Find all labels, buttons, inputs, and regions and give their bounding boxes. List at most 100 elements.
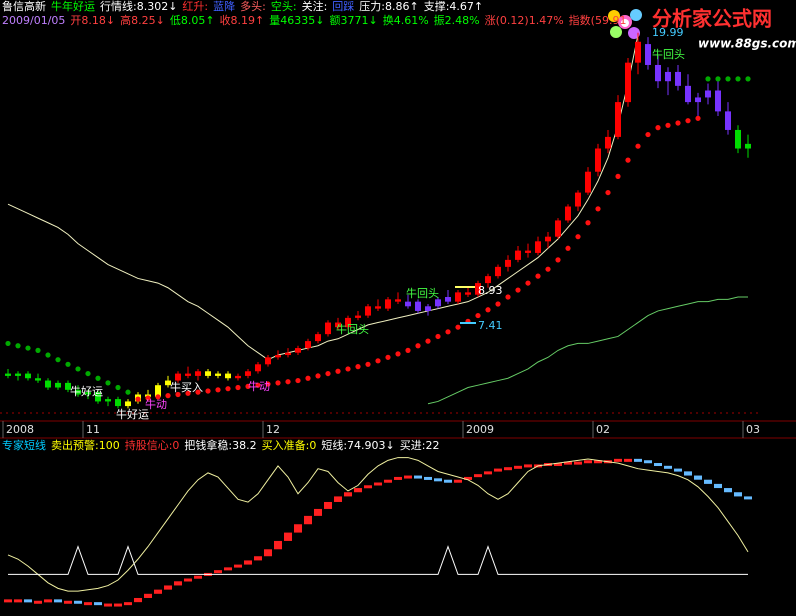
- step-bar: [54, 599, 62, 603]
- dot: [675, 120, 681, 126]
- header-item: 换4.61%: [382, 14, 429, 27]
- candle-body: [295, 348, 301, 353]
- step-bar: [514, 465, 522, 469]
- step-bar: [164, 585, 172, 590]
- dot: [455, 324, 461, 330]
- candle-body: [385, 299, 391, 309]
- candle-body: [555, 220, 561, 237]
- dot: [365, 361, 371, 367]
- candle-body: [65, 382, 71, 390]
- candle-body: [505, 259, 511, 267]
- step-bar: [264, 549, 272, 557]
- step-bar: [394, 476, 402, 480]
- dot: [595, 206, 601, 212]
- candle-body: [625, 62, 631, 103]
- annotation: 牛动: [145, 397, 167, 411]
- step-bar: [654, 463, 662, 467]
- candle-body: [525, 250, 531, 253]
- candle-body: [175, 373, 181, 381]
- candle-body: [185, 373, 191, 376]
- header-item: 压力:8.86↑: [359, 0, 419, 13]
- x-tick-label: 02: [596, 423, 610, 436]
- x-tick-label: 2009: [466, 423, 494, 436]
- lower-label: 把钱拿稳:38.2: [184, 439, 257, 452]
- step-bar: [294, 524, 302, 533]
- candle-body: [265, 357, 271, 365]
- x-tick-label: 12: [266, 423, 280, 436]
- candle-body: [165, 380, 171, 386]
- candle-body: [455, 292, 461, 302]
- step-bar: [244, 560, 252, 565]
- candle-body: [615, 102, 621, 137]
- dot: [705, 76, 711, 82]
- candle-body: [155, 385, 161, 397]
- logo-title: 分析家公式网: [652, 7, 772, 31]
- step-bar: [584, 460, 592, 464]
- dot: [745, 76, 751, 82]
- candle-body: [665, 71, 671, 82]
- header-item: 指数(59.91: [568, 14, 627, 27]
- candle-body: [275, 355, 281, 358]
- dot: [505, 294, 511, 300]
- annotation: 8.93: [478, 284, 503, 297]
- header-item: 涨(0.12)1.47%: [484, 14, 564, 27]
- dot: [495, 301, 501, 307]
- step-bar: [14, 599, 22, 603]
- logo-petal: [610, 26, 622, 38]
- header-item: 支撑:4.67↑: [423, 0, 484, 13]
- step-bar: [644, 460, 652, 464]
- annotation: 牛动: [248, 379, 270, 393]
- step-bar: [614, 458, 622, 462]
- dot: [535, 273, 541, 279]
- candle-body: [705, 90, 711, 98]
- x-tick-label: 11: [86, 423, 100, 436]
- candle-body: [485, 276, 491, 284]
- candle-body: [95, 392, 101, 402]
- dot: [425, 338, 431, 344]
- step-bar: [104, 603, 112, 607]
- x-tick-label: 2008: [6, 423, 34, 436]
- step-bar: [154, 589, 162, 594]
- header-item: 额3771↓: [329, 14, 378, 27]
- step-bar: [384, 479, 392, 483]
- step-bar: [674, 468, 682, 472]
- dot: [65, 361, 71, 367]
- step-bar: [314, 508, 322, 516]
- line: [427, 296, 748, 405]
- lower-label: 买入准备:0: [261, 439, 317, 452]
- x-tick-label: 03: [746, 423, 760, 436]
- step-bar: [174, 581, 182, 586]
- logo-petal: [628, 27, 640, 39]
- step-bar: [194, 575, 202, 579]
- candle-body: [715, 90, 721, 112]
- dot: [545, 266, 551, 272]
- step-bar: [334, 496, 342, 502]
- candle-body: [235, 375, 241, 379]
- dot: [125, 389, 131, 395]
- step-bar: [144, 593, 152, 598]
- step-bar: [114, 603, 122, 607]
- dot: [655, 125, 661, 131]
- step-bar: [34, 600, 42, 604]
- dot: [175, 391, 181, 398]
- logo: 分析家公式网 www.88gs.com: [608, 7, 796, 51]
- header-item: 行情线:8.302↓: [100, 0, 178, 13]
- dot: [345, 366, 351, 372]
- candle-body: [115, 399, 121, 407]
- dot: [515, 287, 521, 293]
- dot: [45, 352, 51, 358]
- candle-body: [305, 341, 311, 349]
- candle-body: [325, 322, 331, 335]
- candle-body: [405, 301, 411, 307]
- header-item: 红升:: [182, 0, 209, 13]
- dot: [295, 377, 301, 384]
- dot: [415, 343, 421, 349]
- step-bar: [744, 496, 752, 500]
- candle-body: [35, 378, 41, 381]
- annotation: 19.99: [652, 26, 684, 39]
- step-bar: [74, 600, 82, 604]
- indicator-name: 牛年好运: [51, 0, 95, 13]
- candle-body: [515, 250, 521, 260]
- dot: [375, 358, 381, 364]
- candle-body: [645, 44, 651, 65]
